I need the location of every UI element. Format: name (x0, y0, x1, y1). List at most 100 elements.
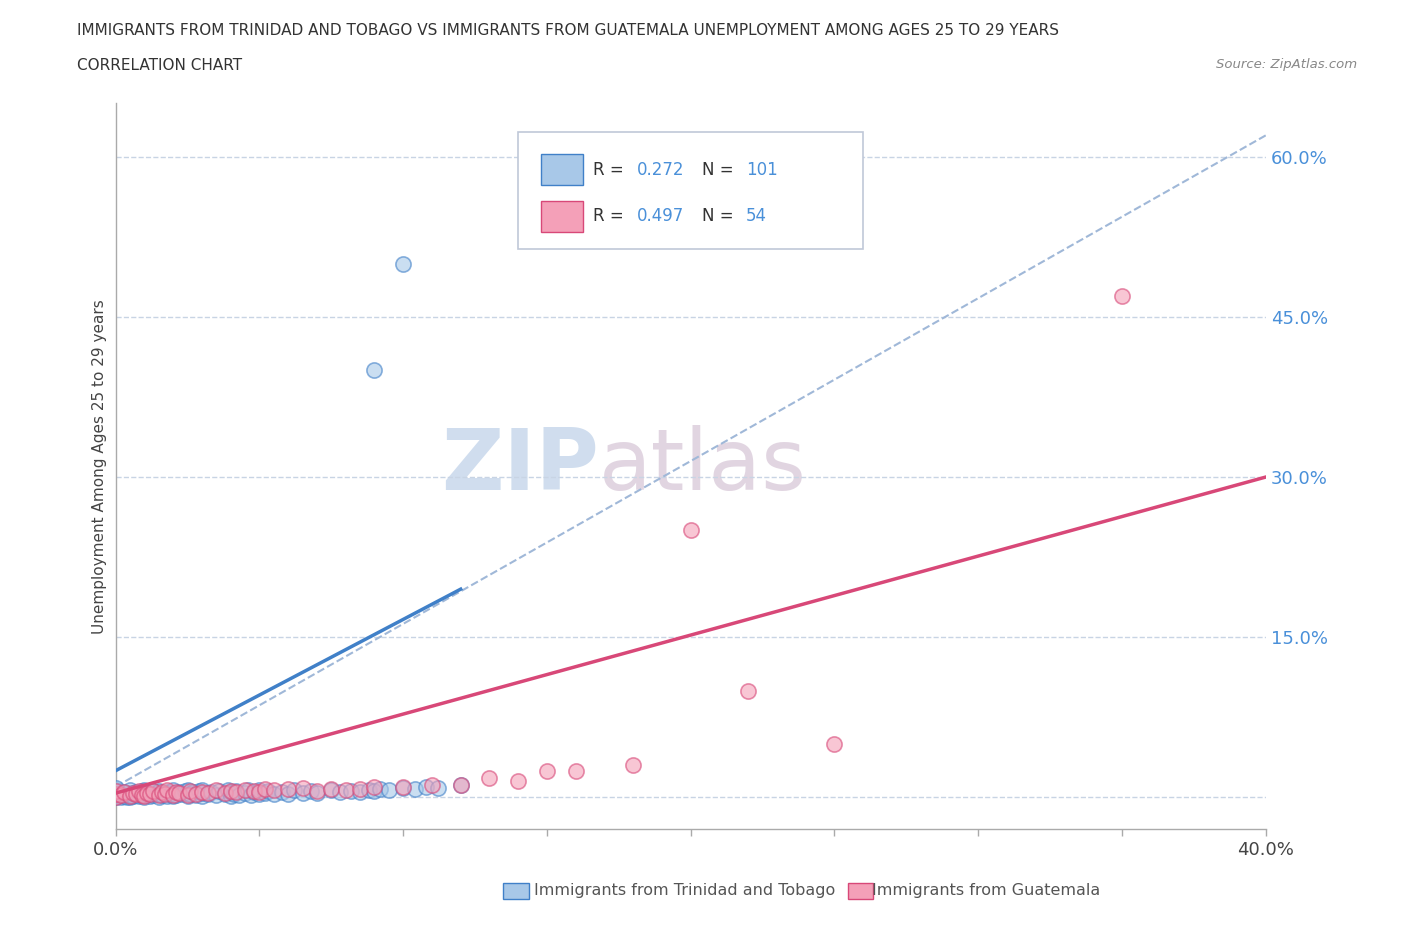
Point (197, 786, 219, 801)
Point (179, 783, 201, 798)
Point (186, 787, 208, 802)
Point (305, 783, 328, 798)
Point (233, 786, 256, 801)
Point (104, 783, 127, 798)
Point (115, 787, 138, 802)
Text: 0.272: 0.272 (637, 162, 685, 179)
Point (392, 779, 415, 794)
Point (205, 788, 228, 803)
Point (392, 256, 415, 271)
Point (621, 758, 644, 773)
Point (148, 788, 170, 803)
Point (263, 787, 285, 802)
Point (283, 782, 305, 797)
Point (349, 781, 371, 796)
Point (165, 788, 187, 803)
Point (173, 783, 195, 798)
Point (131, 783, 153, 798)
Point (162, 789, 184, 804)
Point (118, 789, 141, 804)
Point (357, 782, 380, 797)
Point (299, 783, 322, 798)
Point (176, 789, 198, 804)
Point (186, 788, 208, 803)
Point (225, 783, 247, 798)
Point (205, 782, 228, 797)
Point (214, 786, 236, 801)
Point (368, 781, 391, 796)
Point (249, 787, 271, 802)
Point (335, 782, 357, 797)
Point (134, 789, 156, 804)
Point (478, 771, 501, 786)
Point (156, 789, 179, 804)
Text: Immigrants from Trinidad and Tobago: Immigrants from Trinidad and Tobago (534, 884, 835, 898)
Text: Immigrants from Guatemala: Immigrants from Guatemala (872, 884, 1099, 898)
Point (156, 782, 179, 797)
Point (134, 786, 156, 801)
Point (110, 788, 132, 803)
Point (104, 785, 127, 800)
Point (217, 782, 239, 797)
Point (148, 790, 170, 804)
Point (148, 787, 170, 802)
Point (363, 779, 385, 794)
Point (165, 785, 187, 800)
Point (176, 786, 198, 801)
Point (104, 790, 127, 804)
Point (142, 788, 165, 803)
Point (162, 788, 184, 803)
Point (150, 785, 173, 800)
Point (242, 785, 264, 800)
Point (254, 781, 277, 796)
Point (181, 785, 204, 800)
Point (115, 790, 138, 804)
Point (277, 787, 299, 802)
Point (179, 787, 201, 802)
Point (291, 786, 314, 801)
Point (219, 783, 242, 798)
Point (128, 789, 150, 804)
Point (167, 785, 190, 800)
Point (378, 782, 401, 797)
Point (191, 782, 214, 797)
Point (233, 782, 256, 797)
Point (415, 779, 437, 794)
Point (257, 783, 280, 798)
Point (118, 788, 141, 803)
Point (153, 787, 176, 802)
Point (148, 783, 170, 798)
Point (176, 788, 198, 803)
Point (104, 790, 127, 804)
Point (139, 789, 162, 804)
Point (139, 785, 162, 800)
Point (349, 785, 371, 800)
Point (134, 788, 156, 803)
Point (291, 780, 314, 795)
Point (188, 783, 211, 798)
Point (249, 782, 271, 797)
Text: R =: R = (593, 162, 628, 179)
Point (125, 785, 148, 800)
Point (239, 788, 262, 803)
Point (1111, 288, 1133, 303)
Point (536, 764, 558, 778)
Point (450, 777, 472, 792)
Point (363, 783, 385, 798)
FancyBboxPatch shape (519, 132, 863, 248)
Point (139, 787, 162, 802)
Text: atlas: atlas (599, 425, 807, 508)
Point (162, 786, 184, 801)
Point (249, 785, 271, 800)
Point (162, 782, 184, 797)
Point (125, 788, 148, 803)
Point (131, 788, 153, 803)
Point (104, 787, 127, 802)
Point (156, 785, 179, 800)
Point (136, 787, 159, 802)
Point (236, 782, 259, 797)
Point (145, 787, 167, 802)
Point (110, 787, 132, 802)
Text: R =: R = (593, 207, 628, 225)
Point (134, 790, 156, 804)
